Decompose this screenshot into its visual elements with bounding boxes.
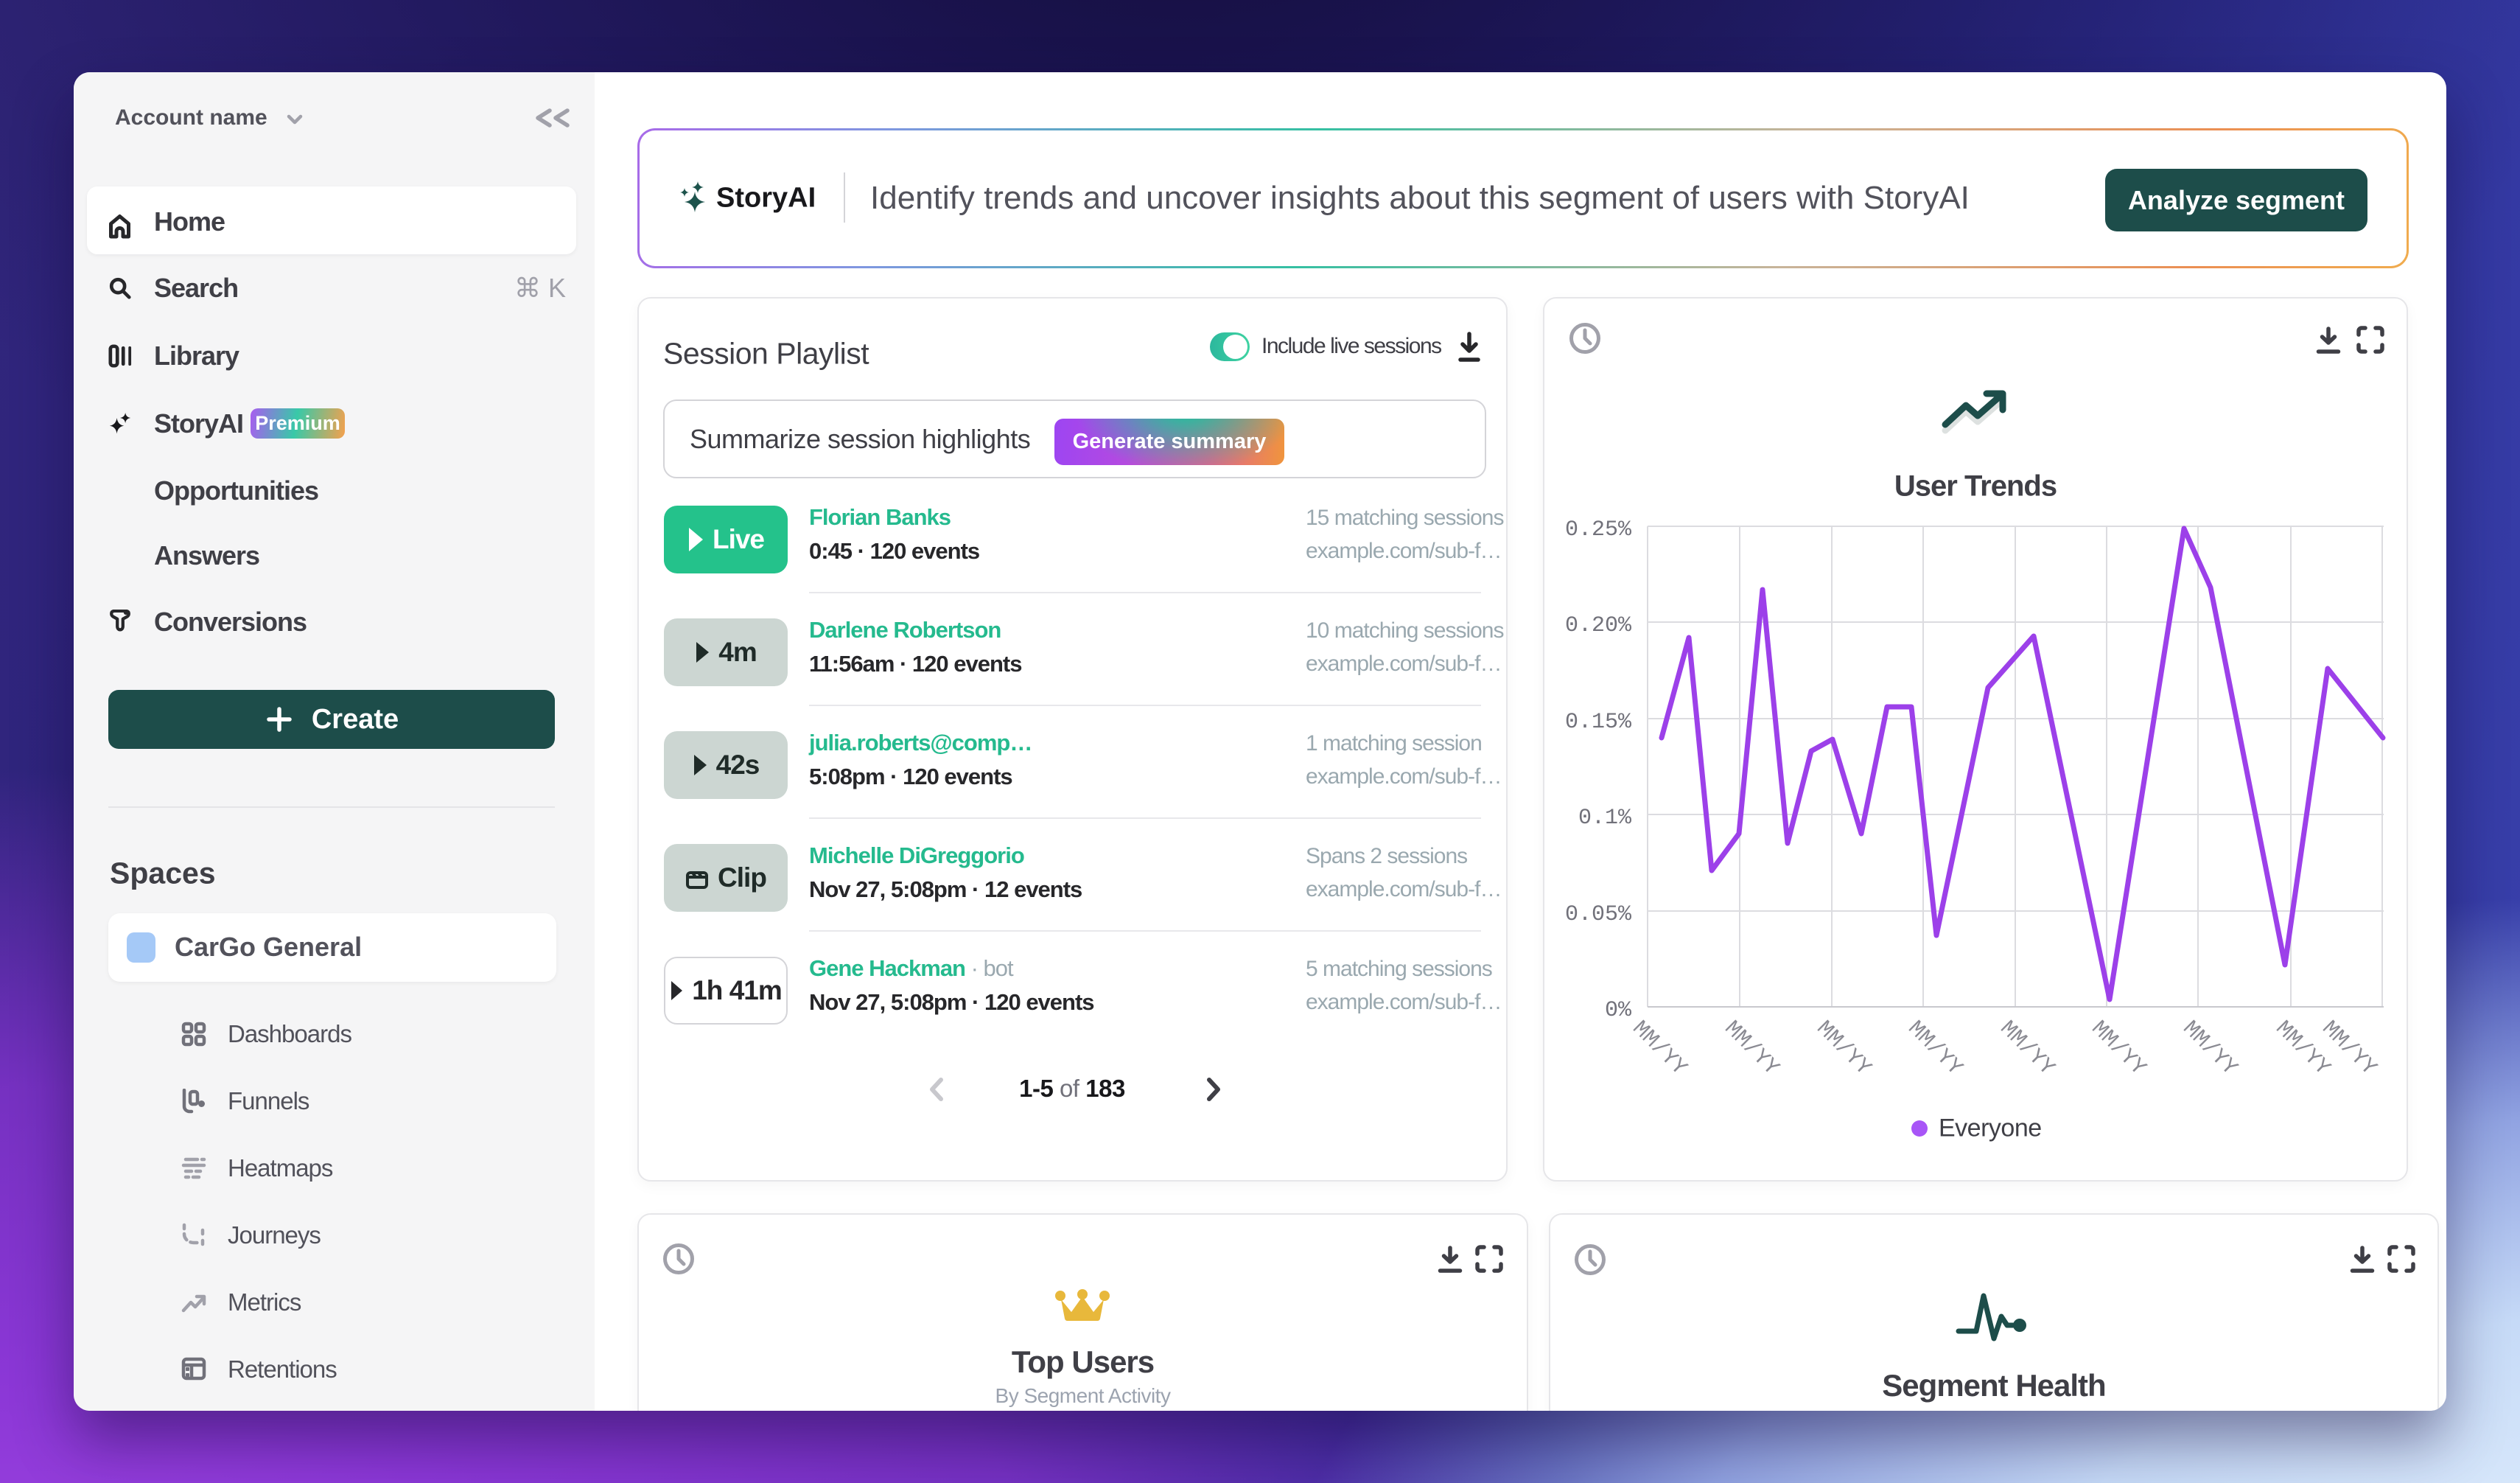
svg-text:MM/YY: MM/YY: [1903, 1016, 1967, 1081]
svg-text:MM/YY: MM/YY: [1811, 1016, 1876, 1081]
svg-text:0%: 0%: [1605, 998, 1632, 1023]
svg-text:0.25%: 0.25%: [1565, 517, 1632, 542]
svg-text:0.20%: 0.20%: [1565, 613, 1632, 638]
svg-text:MM/YY: MM/YY: [2086, 1016, 2151, 1081]
svg-text:0.05%: 0.05%: [1565, 902, 1632, 927]
svg-text:MM/YY: MM/YY: [1627, 1016, 1692, 1081]
svg-text:MM/YY: MM/YY: [1719, 1016, 1784, 1081]
svg-text:0.1%: 0.1%: [1578, 806, 1632, 831]
svg-text:MM/YY: MM/YY: [1995, 1016, 2059, 1081]
svg-text:MM/YY: MM/YY: [2177, 1016, 2242, 1081]
svg-text:0.15%: 0.15%: [1565, 710, 1632, 735]
